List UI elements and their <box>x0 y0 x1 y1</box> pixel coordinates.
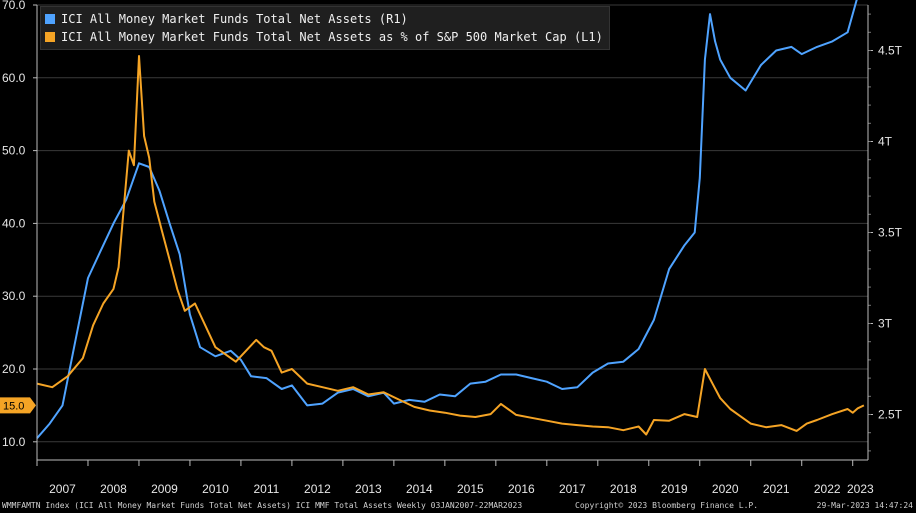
x-tick-label: 2021 <box>763 482 790 496</box>
legend-label-net-assets: ICI All Money Market Funds Total Net Ass… <box>61 12 408 26</box>
last-value-tag-left <box>0 397 36 414</box>
x-tick-label: 2008 <box>100 482 127 496</box>
footer-timestamp: 29-Mar-2023 14:47:24 <box>816 501 913 510</box>
series-line-pct-sp500 <box>36 55 865 436</box>
footer-source: WMMFAMTN Index (ICI All Money Market Fun… <box>2 501 523 510</box>
x-tick-label: 2010 <box>202 482 229 496</box>
x-tick-label: 2009 <box>151 482 178 496</box>
legend-swatch-blue <box>45 14 55 24</box>
last-value-label-left: 15.0 <box>3 400 24 412</box>
left-tick-label: 50.0 <box>2 144 26 158</box>
series-line-net-assets <box>36 0 858 439</box>
x-tick-label: 2017 <box>559 482 586 496</box>
x-tick-label: 2014 <box>406 482 433 496</box>
left-tick-label: 10.0 <box>2 435 26 449</box>
x-tick-label: 2012 <box>304 482 331 496</box>
x-tick-label: 2007 <box>49 482 76 496</box>
left-tick-label: 40.0 <box>2 216 26 230</box>
x-tick-label: 2019 <box>661 482 688 496</box>
plot-area <box>37 5 868 460</box>
x-tick-label: 2011 <box>254 482 280 496</box>
x-tick-label: 2016 <box>508 482 535 496</box>
legend-entry-net-assets: ICI All Money Market Funds Total Net Ass… <box>45 10 603 28</box>
legend-label-pct-sp500: ICI All Money Market Funds Total Net Ass… <box>61 30 603 44</box>
left-tick-label: 20.0 <box>2 362 26 376</box>
legend: ICI All Money Market Funds Total Net Ass… <box>40 6 610 50</box>
left-tick-label: 60.0 <box>2 71 26 85</box>
footer: WMMFAMTN Index (ICI All Money Market Fun… <box>0 499 916 513</box>
x-tick-label: 2022 <box>814 482 841 496</box>
legend-entry-pct-sp500: ICI All Money Market Funds Total Net Ass… <box>45 28 603 46</box>
series-layer <box>36 0 865 439</box>
right-tick-label: 3T <box>878 317 893 331</box>
legend-swatch-orange <box>45 32 55 42</box>
left-tick-label: 70.0 <box>2 0 26 12</box>
right-tick-label: 3.5T <box>878 226 903 240</box>
x-tick-label: 2013 <box>355 482 382 496</box>
tick-labels: 10.0 20.0 30.0 40.0 50.0 60.0 70.0 2.5T 3T 3.5T 4T… <box>0 0 903 496</box>
footer-copyright: Copyright© 2023 Bloomberg Finance L.P. <box>575 501 759 510</box>
right-tick-label: 4T <box>878 135 893 149</box>
x-tick-label: 2023 <box>847 482 874 496</box>
right-tick-label: 2.5T <box>878 408 903 422</box>
axes <box>33 4 873 466</box>
left-tick-label: 30.0 <box>2 289 26 303</box>
x-tick-label: 2018 <box>610 482 637 496</box>
x-tick-label: 2015 <box>457 482 484 496</box>
right-tick-label: 4.5T <box>878 44 903 58</box>
x-tick-label: 2020 <box>712 482 739 496</box>
